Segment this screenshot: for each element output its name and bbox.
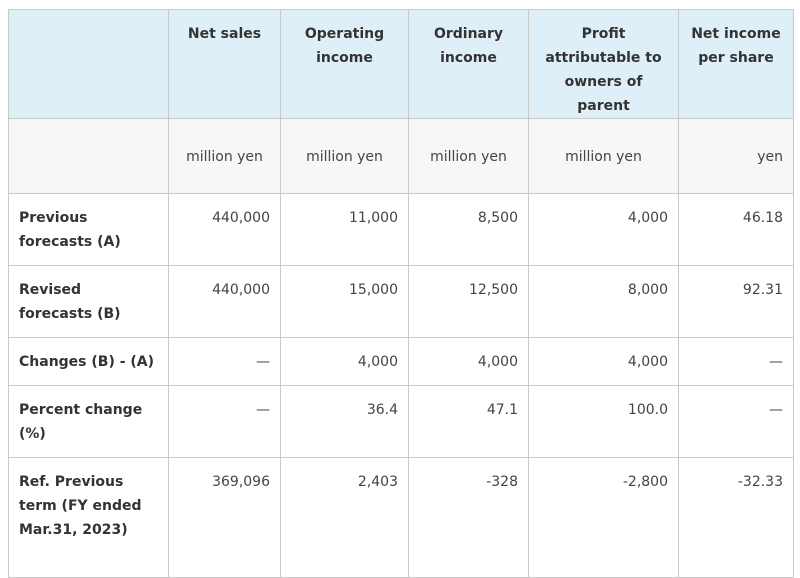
cell-net-sales: —	[168, 385, 281, 458]
header-ordinary-income: Ordinary income	[408, 9, 529, 119]
cell-ordinary-income: 8,500	[408, 193, 529, 266]
unit-profit-owners: million yen	[528, 118, 679, 194]
table-row: Previous forecasts (A) 440,000 11,000 8,…	[8, 193, 794, 266]
cell-ordinary-income: 4,000	[408, 337, 529, 386]
cell-net-sales: 440,000	[168, 265, 281, 338]
cell-net-income-per-share: 46.18	[678, 193, 794, 266]
cell-operating-income: 15,000	[280, 265, 409, 338]
header-operating-income: Operating income	[280, 9, 409, 119]
cell-profit-owners: -2,800	[528, 457, 679, 578]
unit-net-sales: million yen	[168, 118, 281, 194]
cell-ordinary-income: 47.1	[408, 385, 529, 458]
cell-net-income-per-share: -32.33	[678, 457, 794, 578]
table-body: million yen million yen million yen mill…	[8, 118, 794, 578]
row-label: Previous forecasts (A)	[8, 193, 169, 266]
table-header: Net sales Operating income Ordinary inco…	[8, 9, 794, 119]
units-row: million yen million yen million yen mill…	[8, 118, 794, 194]
cell-operating-income: 2,403	[280, 457, 409, 578]
header-row: Net sales Operating income Ordinary inco…	[8, 9, 794, 119]
table-row: Revised forecasts (B) 440,000 15,000 12,…	[8, 265, 794, 338]
cell-net-sales: 440,000	[168, 193, 281, 266]
header-profit-owners: Profit attributable to owners of parent	[528, 9, 679, 119]
unit-operating-income: million yen	[280, 118, 409, 194]
cell-profit-owners: 4,000	[528, 337, 679, 386]
cell-net-sales: —	[168, 337, 281, 386]
row-label: Changes (B) - (A)	[8, 337, 169, 386]
unit-net-income-per-share: yen	[678, 118, 794, 194]
cell-net-income-per-share: —	[678, 337, 794, 386]
row-label: Revised forecasts (B)	[8, 265, 169, 338]
cell-operating-income: 36.4	[280, 385, 409, 458]
cell-operating-income: 4,000	[280, 337, 409, 386]
cell-operating-income: 11,000	[280, 193, 409, 266]
cell-net-income-per-share: 92.31	[678, 265, 794, 338]
row-label: Percent change (%)	[8, 385, 169, 458]
table-row: Changes (B) - (A) — 4,000 4,000 4,000 —	[8, 337, 794, 386]
cell-profit-owners: 4,000	[528, 193, 679, 266]
cell-profit-owners: 100.0	[528, 385, 679, 458]
header-net-income-per-share: Net income per share	[678, 9, 794, 119]
cell-profit-owners: 8,000	[528, 265, 679, 338]
cell-ordinary-income: -328	[408, 457, 529, 578]
table-row: Percent change (%) — 36.4 47.1 100.0 —	[8, 385, 794, 458]
table-row: Ref. Previous term (FY ended Mar.31, 202…	[8, 457, 794, 578]
unit-ordinary-income: million yen	[408, 118, 529, 194]
cell-ordinary-income: 12,500	[408, 265, 529, 338]
row-label: Ref. Previous term (FY ended Mar.31, 202…	[8, 457, 169, 578]
header-corner	[8, 9, 169, 119]
forecast-table: Net sales Operating income Ordinary inco…	[8, 9, 794, 578]
unit-blank	[8, 118, 169, 194]
cell-net-sales: 369,096	[168, 457, 281, 578]
cell-net-income-per-share: —	[678, 385, 794, 458]
header-net-sales: Net sales	[168, 9, 281, 119]
